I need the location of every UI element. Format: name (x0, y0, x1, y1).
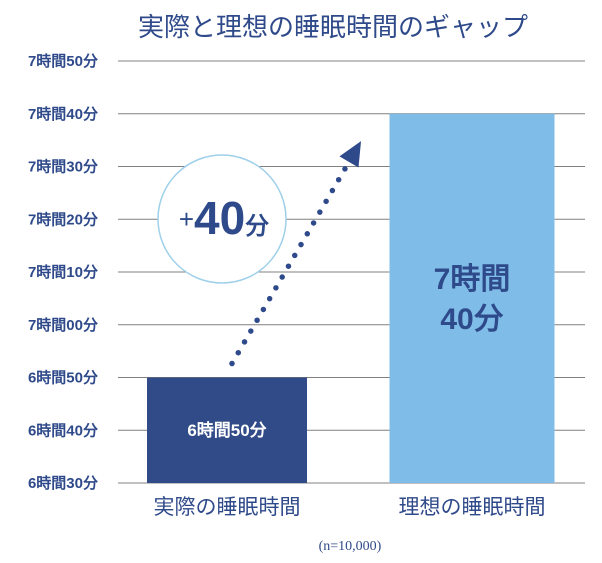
bar-value-label: 7時間 40分 (434, 263, 511, 336)
x-category-label: 理想の睡眠時間 (399, 495, 546, 519)
category-labels: 実際の睡眠時間 理想の睡眠時間 (154, 495, 546, 519)
gap-annotation: +40分 (157, 141, 362, 367)
x-category-label: 実際の睡眠時間 (154, 495, 301, 519)
dotted-arrow-line (229, 154, 355, 367)
y-tick-label: 7時間30分 (28, 158, 98, 176)
y-tick-label: 7時間00分 (28, 316, 98, 334)
y-tick-labels: 6時間30分 6時間40分 6時間50分 7時間00分 7時間10分 7時間20分 7時間3… (28, 52, 98, 492)
y-tick-label: 7時間20分 (28, 210, 98, 228)
bars: 6時間50分 7時間 40分 (147, 113, 555, 483)
y-tick-label: 6時間50分 (28, 369, 98, 387)
arrow-head-icon (339, 141, 362, 168)
chart-title: 実際と理想の睡眠時間のギャップ (138, 13, 528, 43)
y-tick-label: 7時間40分 (28, 105, 98, 123)
bar-value-label: 6時間50分 (187, 420, 266, 440)
y-tick-label: 6時間40分 (28, 421, 98, 439)
bar (147, 377, 307, 483)
sample-size-note: (n=10,000) (319, 539, 382, 554)
y-tick-label: 7時間10分 (28, 263, 98, 281)
gap-badge-label: +40分 (179, 192, 269, 244)
y-tick-label: 7時間50分 (28, 52, 98, 70)
gap-badge-circle (157, 154, 287, 284)
y-tick-label: 6時間30分 (28, 474, 98, 492)
bar (389, 113, 555, 483)
